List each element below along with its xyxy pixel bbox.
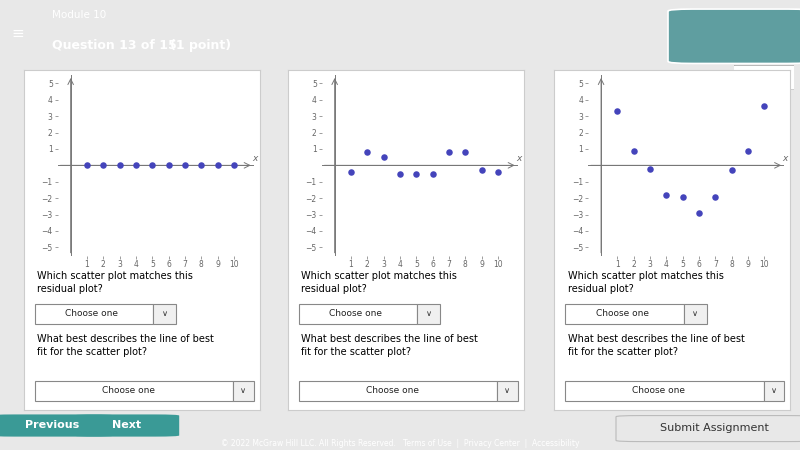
Point	[211, 162, 224, 169]
Text: Choose one: Choose one	[366, 387, 419, 396]
Point	[410, 170, 422, 177]
Text: Which scatter plot matches this
residual plot?: Which scatter plot matches this residual…	[567, 271, 723, 294]
Point	[644, 165, 657, 172]
Point	[130, 162, 142, 169]
Point	[676, 193, 689, 200]
Text: ∨: ∨	[504, 387, 510, 396]
Text: © 2022 McGraw Hill LLC. All Rights Reserved.   Terms of Use  |  Privacy Center  : © 2022 McGraw Hill LLC. All Rights Reser…	[221, 439, 579, 448]
Point	[627, 147, 640, 154]
Point	[660, 191, 673, 198]
Point	[742, 147, 754, 154]
Text: x: x	[516, 154, 522, 163]
FancyBboxPatch shape	[74, 414, 179, 436]
Text: ∨: ∨	[240, 387, 246, 396]
Text: Question 13 of 15: Question 13 of 15	[52, 39, 181, 52]
FancyBboxPatch shape	[35, 304, 154, 324]
Text: Previous: Previous	[25, 420, 79, 430]
FancyBboxPatch shape	[616, 416, 800, 441]
Text: Submit Assignment: Submit Assignment	[660, 423, 769, 433]
Point	[361, 148, 374, 156]
FancyBboxPatch shape	[154, 304, 176, 324]
Point	[758, 103, 771, 110]
Text: ∨: ∨	[770, 387, 777, 396]
FancyBboxPatch shape	[0, 414, 114, 436]
Text: What best describes the line of best
fit for the scatter plot?: What best describes the line of best fit…	[301, 334, 478, 357]
Point	[178, 162, 191, 169]
Point	[442, 148, 455, 156]
Text: ∨: ∨	[426, 310, 432, 319]
FancyBboxPatch shape	[418, 304, 440, 324]
Point	[726, 166, 738, 174]
FancyBboxPatch shape	[733, 65, 796, 90]
Point	[146, 162, 158, 169]
Point	[426, 170, 439, 177]
Text: Choose one: Choose one	[66, 310, 118, 319]
FancyBboxPatch shape	[566, 304, 684, 324]
Point	[195, 162, 208, 169]
Point	[227, 162, 240, 169]
Point	[81, 162, 94, 169]
FancyBboxPatch shape	[497, 381, 518, 401]
Point	[97, 162, 110, 169]
Text: Español: Español	[746, 72, 782, 81]
Text: Next: Next	[112, 420, 141, 430]
Text: ≡: ≡	[11, 26, 24, 41]
Text: x: x	[782, 154, 788, 163]
FancyBboxPatch shape	[763, 381, 784, 401]
Point	[459, 148, 472, 156]
FancyBboxPatch shape	[299, 304, 418, 324]
Text: What best describes the line of best
fit for the scatter plot?: What best describes the line of best fit…	[567, 334, 744, 357]
FancyBboxPatch shape	[668, 9, 800, 63]
Text: Which scatter plot matches this
residual plot?: Which scatter plot matches this residual…	[37, 271, 193, 294]
Text: Choose one: Choose one	[102, 387, 155, 396]
Point	[491, 168, 505, 176]
Point	[693, 209, 706, 216]
FancyBboxPatch shape	[234, 381, 254, 401]
FancyBboxPatch shape	[566, 381, 763, 401]
FancyBboxPatch shape	[35, 381, 234, 401]
FancyBboxPatch shape	[684, 304, 706, 324]
Text: Module 10: Module 10	[52, 10, 106, 20]
Point	[611, 108, 624, 115]
Text: Choose one: Choose one	[632, 387, 686, 396]
Text: (1 point): (1 point)	[170, 39, 231, 52]
Text: Which scatter plot matches this
residual plot?: Which scatter plot matches this residual…	[301, 271, 457, 294]
Text: x: x	[252, 154, 258, 163]
Point	[114, 162, 126, 169]
Text: ∨: ∨	[692, 310, 698, 319]
FancyBboxPatch shape	[299, 381, 497, 401]
Point	[709, 193, 722, 200]
Point	[475, 166, 488, 174]
Point	[394, 170, 406, 177]
Text: Choose one: Choose one	[596, 310, 649, 319]
Point	[378, 153, 390, 161]
Text: Morris  ∨: Morris ∨	[714, 26, 766, 39]
Point	[345, 168, 358, 176]
Text: Choose one: Choose one	[330, 310, 382, 319]
Point	[162, 162, 175, 169]
Text: ∨: ∨	[162, 310, 168, 319]
Text: What best describes the line of best
fit for the scatter plot?: What best describes the line of best fit…	[37, 334, 214, 357]
